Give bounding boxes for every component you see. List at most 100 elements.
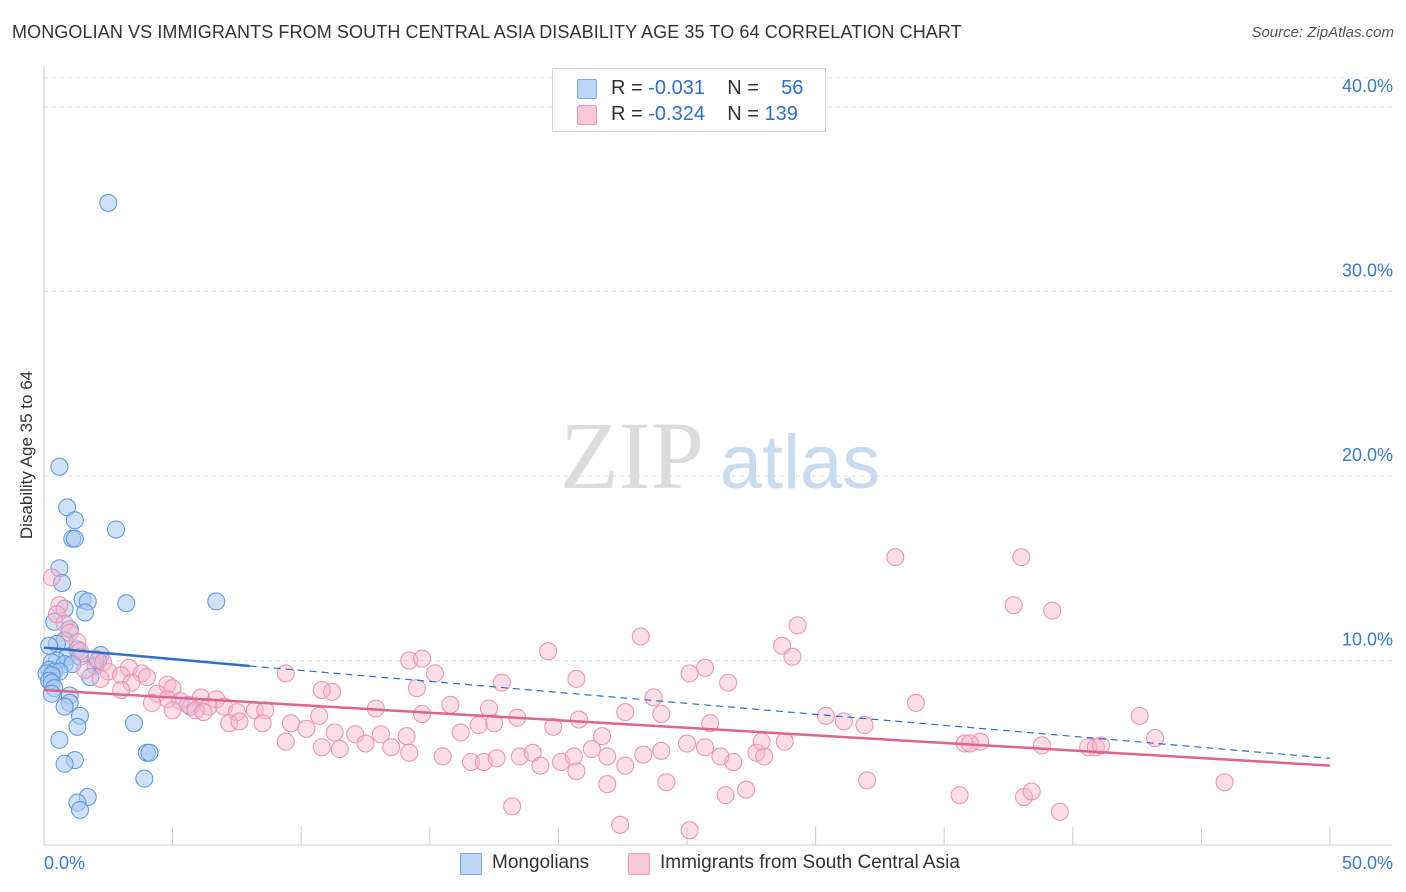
mongolian-point-38 [42,684,61,703]
immigrant-point-12 [112,666,131,685]
immigrant-point-42 [346,725,365,744]
immigrant-point-61 [598,747,617,766]
series-mongolians [37,193,226,819]
immigrant-point-45 [276,732,295,751]
immigrant-point-108 [858,771,877,790]
mongolian-trend-line [43,646,250,668]
immigrant-point-36 [230,712,249,731]
immigrant-point-86 [492,673,511,692]
immigrant-point-88 [451,723,470,742]
immigrant-point-97 [680,664,699,683]
watermark-zip: ZIP [560,402,704,509]
y-axis-label: Disability Age 35 to 64 [17,371,36,539]
immigrant-point-14 [137,668,156,687]
immigrant-point-132 [711,747,730,766]
series-immigrants [42,548,1234,840]
immigrant-point-91 [564,747,583,766]
chart-title: MONGOLIAN VS IMMIGRANTS FROM SOUTH CENTR… [12,22,962,42]
immigrant-point-2 [47,605,66,624]
immigrant-point-123 [1092,736,1111,755]
immigrant-point-15 [91,669,110,688]
immigrant-point-85 [425,664,444,683]
source-label: Source: ZipAtlas.com [1251,24,1394,41]
correlation-legend: R = -0.031 N = 56 R = -0.324 N = 139 [552,68,826,132]
immigrant-point-129 [773,636,792,655]
immigrant-point-79 [413,704,432,723]
immigrant-point-107 [855,716,874,735]
x-tick-label-max: 50.0% [1342,853,1393,873]
immigrant-point-131 [752,732,771,751]
immigrant-point-10 [76,660,95,679]
mongolian-point-48 [140,743,159,762]
immigrant-point-65 [657,773,676,792]
immigrant-point-104 [755,747,774,766]
legend-r-label: R = [611,103,643,125]
immigrant-point-96 [696,658,715,677]
mongolian-point-45 [68,717,87,736]
immigrant-point-134 [567,669,586,688]
immigrant-point-50 [400,743,419,762]
immigrant-point-60 [582,740,601,759]
immigrant-point-52 [461,752,480,771]
mongolian-point-6 [65,529,84,548]
immigrant-point-70 [737,780,756,799]
immigrant-point-120 [1050,802,1069,821]
mongolian-point-14 [76,603,95,622]
mongolian-point-41 [55,697,74,716]
immigrant-point-83 [276,664,295,683]
immigrant-point-3 [55,614,74,633]
mongolian-point-44 [125,714,144,733]
immigrant-point-29 [163,701,182,720]
immigrant-point-0 [42,568,61,587]
immigrant-point-128 [788,616,807,635]
immigrant-point-105 [816,706,835,725]
immigrant-point-99 [539,642,558,661]
immigrant-point-67 [696,738,715,757]
immigrant-point-51 [433,747,452,766]
immigrant-point-49 [382,738,401,757]
mongolian-point-0 [99,193,118,212]
immigrant-point-98 [631,627,650,646]
immigrant-point-30 [186,701,205,720]
mongolian-point-4 [107,520,126,539]
mongolian-point-12 [207,592,226,611]
immigrant-point-25 [143,693,162,712]
immigrant-point-94 [503,797,522,816]
immigrant-point-93 [611,815,630,834]
legend-swatch-mongolians [577,79,597,99]
immigrant-point-92 [598,775,617,794]
immigrant-point-109 [886,548,905,567]
immigrant-point-82 [312,681,331,699]
immigrant-point-46 [312,738,331,757]
bottom-legend-swatch-immigrants [628,853,650,875]
legend-swatch-immigrants [577,105,597,125]
immigrant-point-103 [775,732,794,751]
immigrant-point-133 [680,821,699,840]
immigrant-point-124 [1130,706,1149,725]
immigrant-point-13 [132,664,151,683]
mongolian-point-46 [50,730,69,749]
immigrant-trend-line [43,688,1331,767]
legend-r-value: -0.031 [648,77,705,99]
y-tick-label-1: 20.0% [1342,445,1393,465]
legend-n-label: N = [727,103,759,125]
immigrant-point-119 [1032,736,1051,755]
immigrant-point-106 [834,712,853,731]
immigrant-point-78 [441,695,460,714]
immigrant-point-113 [950,786,969,805]
immigrant-point-90 [544,717,563,736]
bottom-legend-label: Immigrants from South Central Asia [660,852,960,873]
immigrant-point-31 [194,703,213,722]
mongolian-point-3 [65,511,84,530]
immigrant-point-44 [397,727,416,746]
immigrant-point-4 [60,623,79,642]
immigrant-point-17 [158,675,177,694]
immigrant-point-68 [716,786,735,805]
immigrant-point-89 [469,716,488,735]
immigrant-point-54 [487,749,506,768]
immigrant-point-66 [678,734,696,753]
immigrant-point-57 [531,756,550,775]
watermark-atlas: atlas [720,420,881,505]
immigrant-point-72 [652,704,671,723]
